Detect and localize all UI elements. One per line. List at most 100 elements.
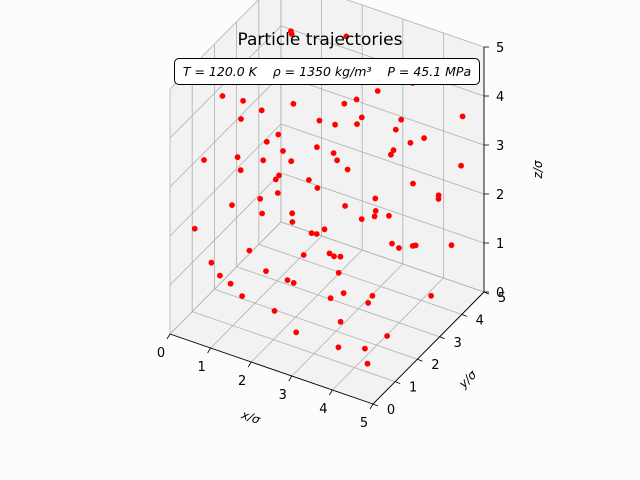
data-point (326, 250, 333, 257)
data-point (288, 158, 295, 165)
data-point (208, 259, 215, 266)
x-axis-label: x/σ (239, 407, 263, 427)
data-point (344, 166, 351, 173)
data-point (369, 292, 376, 299)
x-tick-label: 4 (319, 402, 327, 417)
data-point (217, 272, 223, 279)
data-point (448, 242, 455, 249)
data-point (337, 318, 344, 325)
data-point (191, 225, 198, 232)
data-point (238, 116, 244, 122)
y-tick-label: 2 (431, 358, 439, 373)
y-tick-label: 1 (409, 381, 417, 396)
x-tick-mark (369, 403, 374, 410)
data-point (272, 176, 279, 183)
data-point (371, 213, 378, 220)
y-tick-mark (439, 336, 445, 340)
z-tick-label: 3 (496, 139, 504, 154)
axis-lines (169, 47, 485, 405)
data-point (398, 116, 405, 123)
data-point (374, 88, 381, 94)
y-tick-label: 0 (387, 403, 395, 418)
data-point (240, 97, 247, 104)
data-point (246, 247, 253, 254)
x-tick-mark (247, 361, 252, 368)
data-point (386, 212, 392, 219)
data-point (308, 230, 315, 237)
data-point (330, 150, 337, 157)
x-tick-label: 1 (197, 360, 205, 375)
data-point (358, 216, 365, 223)
x-tick-mark (207, 347, 211, 354)
data-point (284, 277, 291, 283)
data-point (334, 157, 340, 164)
data-point (314, 185, 321, 191)
data-point (289, 210, 296, 217)
data-point (229, 202, 235, 209)
data-point (435, 196, 442, 202)
data-point (335, 344, 342, 351)
data-point (306, 177, 312, 183)
data-point (227, 280, 234, 287)
x-tick-mark (329, 389, 333, 396)
data-point (280, 148, 286, 154)
data-point (260, 157, 267, 164)
x-tick-label: 3 (279, 388, 287, 403)
data-point (239, 293, 246, 299)
y-axis-line (372, 291, 485, 405)
x-tick-mark (166, 333, 171, 340)
data-point (372, 208, 379, 214)
data-point (289, 219, 296, 225)
data-point (390, 147, 397, 154)
floor-pane (170, 222, 484, 404)
z-tick-label: 1 (496, 237, 504, 252)
data-point (428, 292, 434, 299)
data-point (421, 135, 427, 142)
data-point (392, 126, 399, 133)
y-tick-mark (417, 358, 423, 362)
grid-line-y (192, 311, 396, 382)
data-point (341, 100, 348, 107)
data-point (372, 195, 379, 202)
data-point (237, 167, 244, 174)
data-point (263, 138, 270, 145)
grid-line-y (214, 288, 418, 360)
data-point (263, 268, 269, 274)
data-point (274, 190, 281, 196)
data-point (275, 131, 282, 138)
z-tick-label: 5 (496, 41, 504, 56)
data-point (407, 139, 414, 146)
data-point (353, 96, 360, 103)
data-point (331, 253, 337, 260)
data-point (316, 117, 323, 124)
data-point (313, 231, 320, 237)
data-point (288, 28, 294, 35)
chart-title: Particle trajectories (237, 30, 403, 50)
data-point (259, 210, 265, 217)
y-tick-label: 4 (476, 313, 484, 328)
data-point (342, 203, 348, 209)
z-tick-label: 2 (496, 188, 504, 203)
state-annotation: T = 120.0 K ρ = 1350 kg/m³ P = 45.1 MPa (174, 58, 480, 85)
data-point (389, 240, 395, 247)
z-tick-label: 0 (496, 286, 504, 301)
x-tick-label: 5 (360, 416, 368, 431)
data-point (458, 162, 464, 169)
data-point (396, 245, 402, 251)
data-point (459, 113, 466, 120)
data-point (335, 269, 342, 276)
grid-line-z (169, 0, 485, 90)
y-tick-label: 5 (498, 291, 506, 306)
y-tick-mark (461, 314, 467, 317)
data-point (290, 100, 297, 107)
data-point (290, 280, 297, 286)
y-axis-label: y/σ (455, 367, 479, 391)
y-tick-label: 3 (453, 336, 461, 351)
data-point (362, 345, 368, 352)
grid-lines (169, 0, 485, 405)
data-point (364, 360, 371, 367)
data-point (321, 226, 328, 233)
data-point (337, 253, 344, 260)
x-tick-label: 2 (238, 374, 246, 389)
data-point (293, 329, 300, 336)
